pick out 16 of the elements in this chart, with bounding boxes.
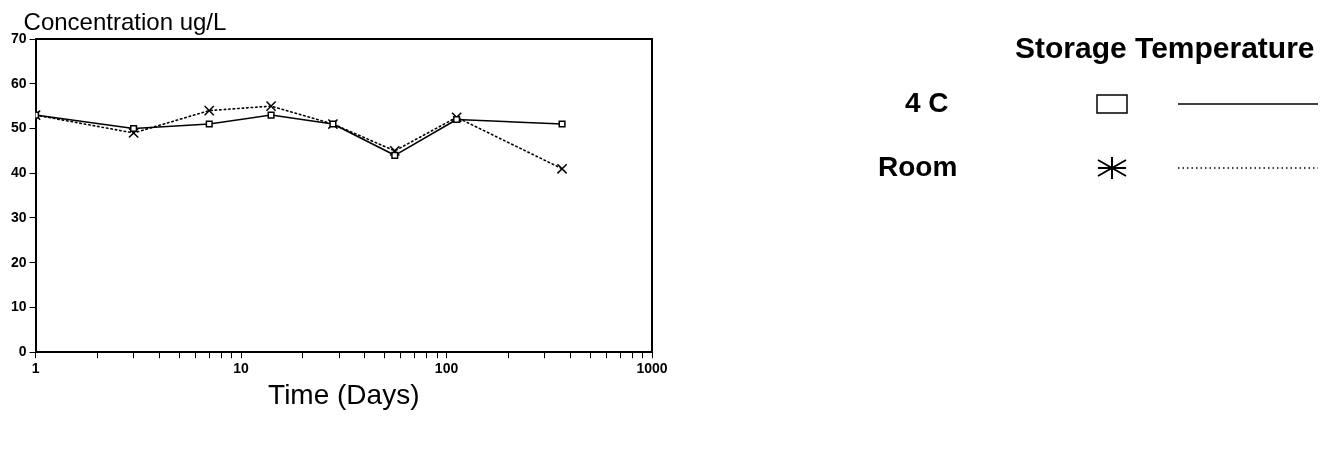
y-tick-label: 40 [10, 164, 27, 181]
y-tick-label: 10 [10, 298, 27, 315]
legend-title: Storage Temperature [1015, 31, 1315, 65]
y-tick-label: 30 [10, 208, 27, 225]
y-tick-label: 60 [10, 74, 27, 91]
x-tick-label: 1000 [636, 360, 668, 377]
y-tick-label: 0 [18, 343, 27, 360]
x-tick-label: 1 [31, 360, 40, 377]
text: Room [878, 150, 958, 182]
x-tick-label: 10 [233, 360, 250, 377]
x-axis-title: Time (Days) [268, 378, 420, 410]
x-tick-label: 100 [434, 360, 459, 377]
text: 4 C [905, 86, 949, 118]
y-tick-label: 70 [10, 29, 27, 46]
y-tick-label: 50 [10, 119, 27, 136]
y-tick-label: 20 [10, 253, 27, 270]
